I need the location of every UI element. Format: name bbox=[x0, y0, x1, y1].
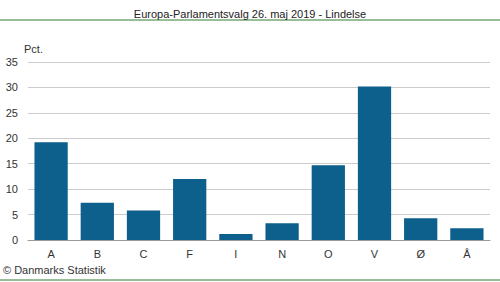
svg-text:I: I bbox=[234, 248, 237, 260]
svg-text:15: 15 bbox=[6, 158, 18, 170]
svg-text:30: 30 bbox=[6, 81, 18, 93]
svg-text:Pct.: Pct. bbox=[24, 43, 43, 55]
svg-text:A: A bbox=[47, 248, 55, 260]
svg-text:10: 10 bbox=[6, 183, 18, 195]
svg-text:B: B bbox=[94, 248, 101, 260]
svg-text:25: 25 bbox=[6, 107, 18, 119]
svg-text:Europa-Parlamentsvalg 26. maj: Europa-Parlamentsvalg 26. maj 2019 - Lin… bbox=[134, 8, 366, 20]
svg-text:V: V bbox=[371, 248, 379, 260]
svg-text:Ø: Ø bbox=[416, 248, 425, 260]
svg-text:N: N bbox=[278, 248, 286, 260]
svg-text:0: 0 bbox=[12, 234, 18, 246]
svg-text:Å: Å bbox=[463, 248, 471, 260]
svg-text:O: O bbox=[324, 248, 333, 260]
svg-text:20: 20 bbox=[6, 132, 18, 144]
svg-text:F: F bbox=[186, 248, 193, 260]
svg-text:35: 35 bbox=[6, 56, 18, 68]
svg-text:C: C bbox=[140, 248, 148, 260]
svg-text:© Danmarks Statistik: © Danmarks Statistik bbox=[3, 264, 106, 276]
svg-text:5: 5 bbox=[12, 209, 18, 221]
